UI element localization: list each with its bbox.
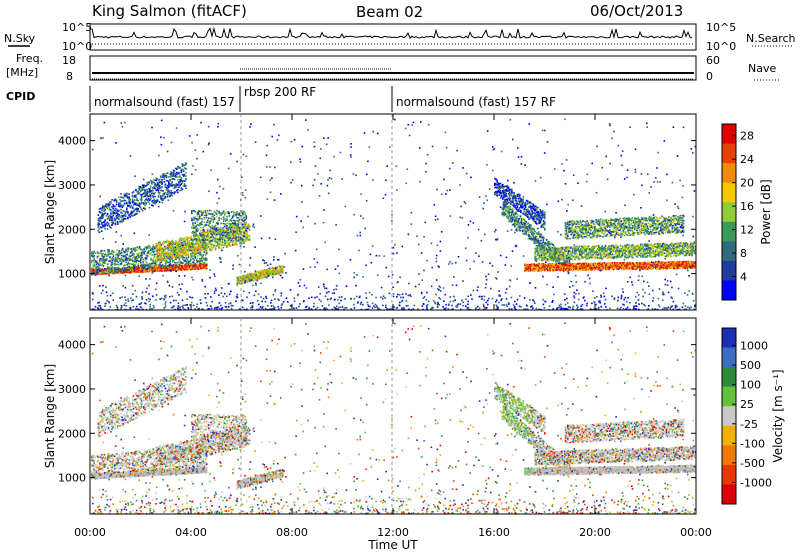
colorbar-tick-25: 25 bbox=[740, 398, 754, 411]
colorbar-tick-500: 500 bbox=[740, 359, 761, 372]
power-colorbar-label: Power [dB] bbox=[759, 179, 773, 244]
colorbar-segment bbox=[722, 221, 736, 242]
x-tick-label: 00:00 bbox=[680, 526, 712, 539]
colorbar-tick--25: -25 bbox=[740, 418, 758, 431]
y-tick-label-1000: 1000 bbox=[58, 268, 86, 281]
colorbar-tick-1000: 1000 bbox=[740, 340, 768, 353]
x-tick-label: 16:00 bbox=[478, 526, 510, 539]
nsky-trace bbox=[91, 26, 693, 40]
colorbar-segment bbox=[722, 124, 736, 145]
colorbar-segment bbox=[722, 386, 736, 407]
x-tick-label: 12:00 bbox=[377, 526, 409, 539]
noise-panel: N.Sky N.Search 10^5 10^0 10^5 10^0 bbox=[4, 21, 796, 53]
date-label: 06/Oct/2013 bbox=[590, 2, 683, 20]
y-tick-label-3000: 3000 bbox=[58, 383, 86, 396]
x-tick-label: 00:00 bbox=[74, 526, 106, 539]
nave-label: Nave bbox=[748, 62, 776, 75]
power-scatter bbox=[91, 118, 697, 311]
freq-label: Freq. bbox=[16, 52, 43, 65]
colorbar-segment bbox=[722, 182, 736, 203]
y-tick-label-3000: 3000 bbox=[58, 179, 86, 192]
noise-tick-high-left: 10^5 bbox=[62, 21, 92, 34]
power-y-ticks: 1000 2000 3000 4000 bbox=[58, 135, 696, 281]
cpid-segment-2: rbsp 200 RF bbox=[244, 85, 316, 99]
colorbar-tick-16: 16 bbox=[740, 200, 754, 213]
colorbar-tick-12: 12 bbox=[740, 224, 754, 237]
noise-tick-low-left: 10^0 bbox=[62, 40, 92, 53]
colorbar-segment bbox=[722, 260, 736, 281]
x-tick-label: 08:00 bbox=[276, 526, 308, 539]
colorbar-segment bbox=[722, 143, 736, 164]
colorbar-segment bbox=[722, 202, 736, 223]
colorbar-segment bbox=[722, 347, 736, 368]
y-tick-label-4000: 4000 bbox=[58, 135, 86, 148]
colorbar-segment bbox=[722, 484, 736, 505]
velocity-scatter bbox=[91, 322, 697, 515]
freq-tick-high: 18 bbox=[62, 54, 76, 67]
cpid-strip: CPID normalsound (fast) 157 rbsp 200 RF … bbox=[6, 85, 556, 112]
cpid-label: CPID bbox=[6, 90, 35, 103]
beam-label: Beam 02 bbox=[356, 3, 423, 21]
colorbar-segment bbox=[722, 280, 736, 301]
freq-unit-label: [MHz] bbox=[6, 66, 38, 79]
nsearch-label: N.Search bbox=[746, 32, 796, 45]
noise-tick-high-right: 10^5 bbox=[706, 21, 736, 34]
colorbar-tick-8: 8 bbox=[740, 247, 747, 260]
x-axis-label: Time UT bbox=[367, 538, 418, 552]
colorbar-tick--100: -100 bbox=[740, 437, 765, 450]
freq-panel: Freq. [MHz] 18 8 60 0 Nave bbox=[6, 52, 780, 83]
freq-tick-low: 8 bbox=[66, 70, 73, 83]
cpid-segment-1: normalsound (fast) 157 bbox=[94, 95, 235, 109]
x-tick-label: 20:00 bbox=[579, 526, 611, 539]
colorbar-tick-28: 28 bbox=[740, 130, 754, 143]
colorbar-segment bbox=[722, 163, 736, 184]
colorbar-segment bbox=[722, 464, 736, 485]
colorbar-tick--1000: -1000 bbox=[740, 476, 772, 489]
x-tick-label: 04:00 bbox=[175, 526, 207, 539]
noise-traces bbox=[91, 26, 694, 45]
cpid-segment-3: normalsound (fast) 157 RF bbox=[396, 95, 556, 109]
velocity-panel: 1000 2000 3000 4000 Slant Range [km] 1000 50… bbox=[43, 317, 785, 515]
velocity-colorbar: 1000 500 100 25 -25 -100 -500 -1000 bbox=[721, 327, 772, 505]
y-tick-label-1000: 1000 bbox=[58, 472, 86, 485]
nave-tick-high: 60 bbox=[706, 54, 720, 67]
y-tick-label-2000: 2000 bbox=[58, 427, 86, 440]
colorbar-tick-4: 4 bbox=[740, 271, 747, 284]
velocity-colorbar-label: Velocity [m s⁻¹] bbox=[771, 369, 785, 462]
power-y-axis-label: Slant Range [km] bbox=[43, 160, 57, 264]
colorbar-segment bbox=[722, 328, 736, 349]
velocity-y-axis-label: Slant Range [km] bbox=[43, 364, 57, 468]
colorbar-tick--500: -500 bbox=[740, 457, 765, 470]
chart-title: King Salmon (fitACF) bbox=[92, 2, 247, 20]
power-colorbar: 4 8 12 16 20 24 28 bbox=[721, 123, 754, 301]
colorbar-tick-100: 100 bbox=[740, 379, 761, 392]
colorbar-segment bbox=[722, 406, 736, 427]
nsky-label: N.Sky bbox=[4, 32, 36, 45]
colorbar-tick-24: 24 bbox=[740, 153, 754, 166]
colorbar-tick-20: 20 bbox=[740, 177, 754, 190]
colorbar-segment bbox=[722, 445, 736, 466]
colorbar-segment bbox=[722, 425, 736, 446]
nave-tick-low: 0 bbox=[706, 70, 713, 83]
power-panel: 1000 2000 3000 4000 Slant Range [km] 4 8 12 16… bbox=[43, 113, 773, 311]
colorbar-segment bbox=[722, 241, 736, 262]
velocity-y-ticks: 1000 2000 3000 4000 bbox=[58, 339, 696, 485]
colorbar-segment bbox=[722, 367, 736, 388]
noise-tick-low-right: 10^0 bbox=[706, 40, 736, 53]
y-tick-label-4000: 4000 bbox=[58, 339, 86, 352]
y-tick-label-2000: 2000 bbox=[58, 223, 86, 236]
x-axis: 00:00 04:00 08:00 12:00 16:00 20:00 00:00 bbox=[74, 114, 712, 539]
